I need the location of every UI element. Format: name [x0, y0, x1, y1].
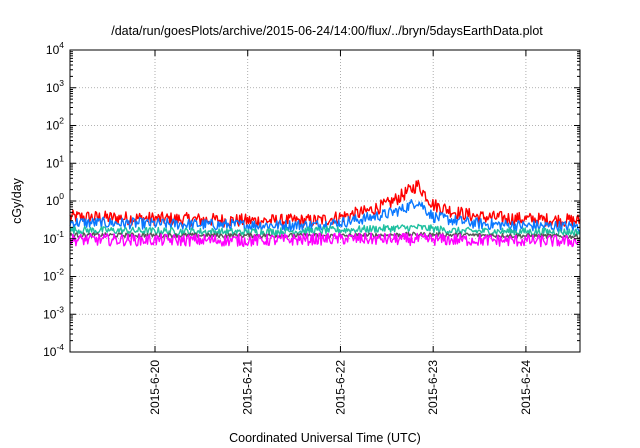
series-line-3 [69, 223, 581, 237]
y-tick-label: 104 [46, 40, 64, 57]
ticks: 10-4 10-3 10-2 10-1 100 101 102 103 104 2015-6-20… [43, 40, 580, 415]
series-layer [69, 179, 581, 248]
y-tick-label: 10-1 [43, 229, 64, 246]
y-tick-label: 100 [46, 191, 64, 208]
x-tick-label: 2015-6-23 [426, 360, 440, 415]
series-line-2 [69, 199, 581, 233]
y-tick-label: 103 [46, 78, 64, 95]
y-tick-label: 10-3 [43, 304, 64, 321]
series-line-1 [69, 179, 581, 228]
chart-title: /data/run/goesPlots/archive/2015-06-24/1… [111, 24, 543, 38]
x-axis-label: Coordinated Universal Time (UTC) [229, 431, 421, 445]
x-tick-label: 2015-6-21 [241, 360, 255, 415]
x-tick-label: 2015-6-20 [148, 360, 162, 415]
grid [70, 50, 580, 352]
x-tick-label: 2015-6-24 [519, 360, 533, 415]
y-tick-label: 10-2 [43, 267, 64, 284]
x-tick-label: 2015-6-22 [333, 360, 347, 415]
series-line-5 [69, 232, 581, 248]
y-tick-label: 102 [46, 116, 64, 133]
y-tick-label: 101 [46, 153, 64, 170]
y-tick-label: 10-4 [43, 342, 64, 359]
series-line-4 [69, 231, 581, 240]
y-axis-label: cGy/day [10, 177, 24, 224]
